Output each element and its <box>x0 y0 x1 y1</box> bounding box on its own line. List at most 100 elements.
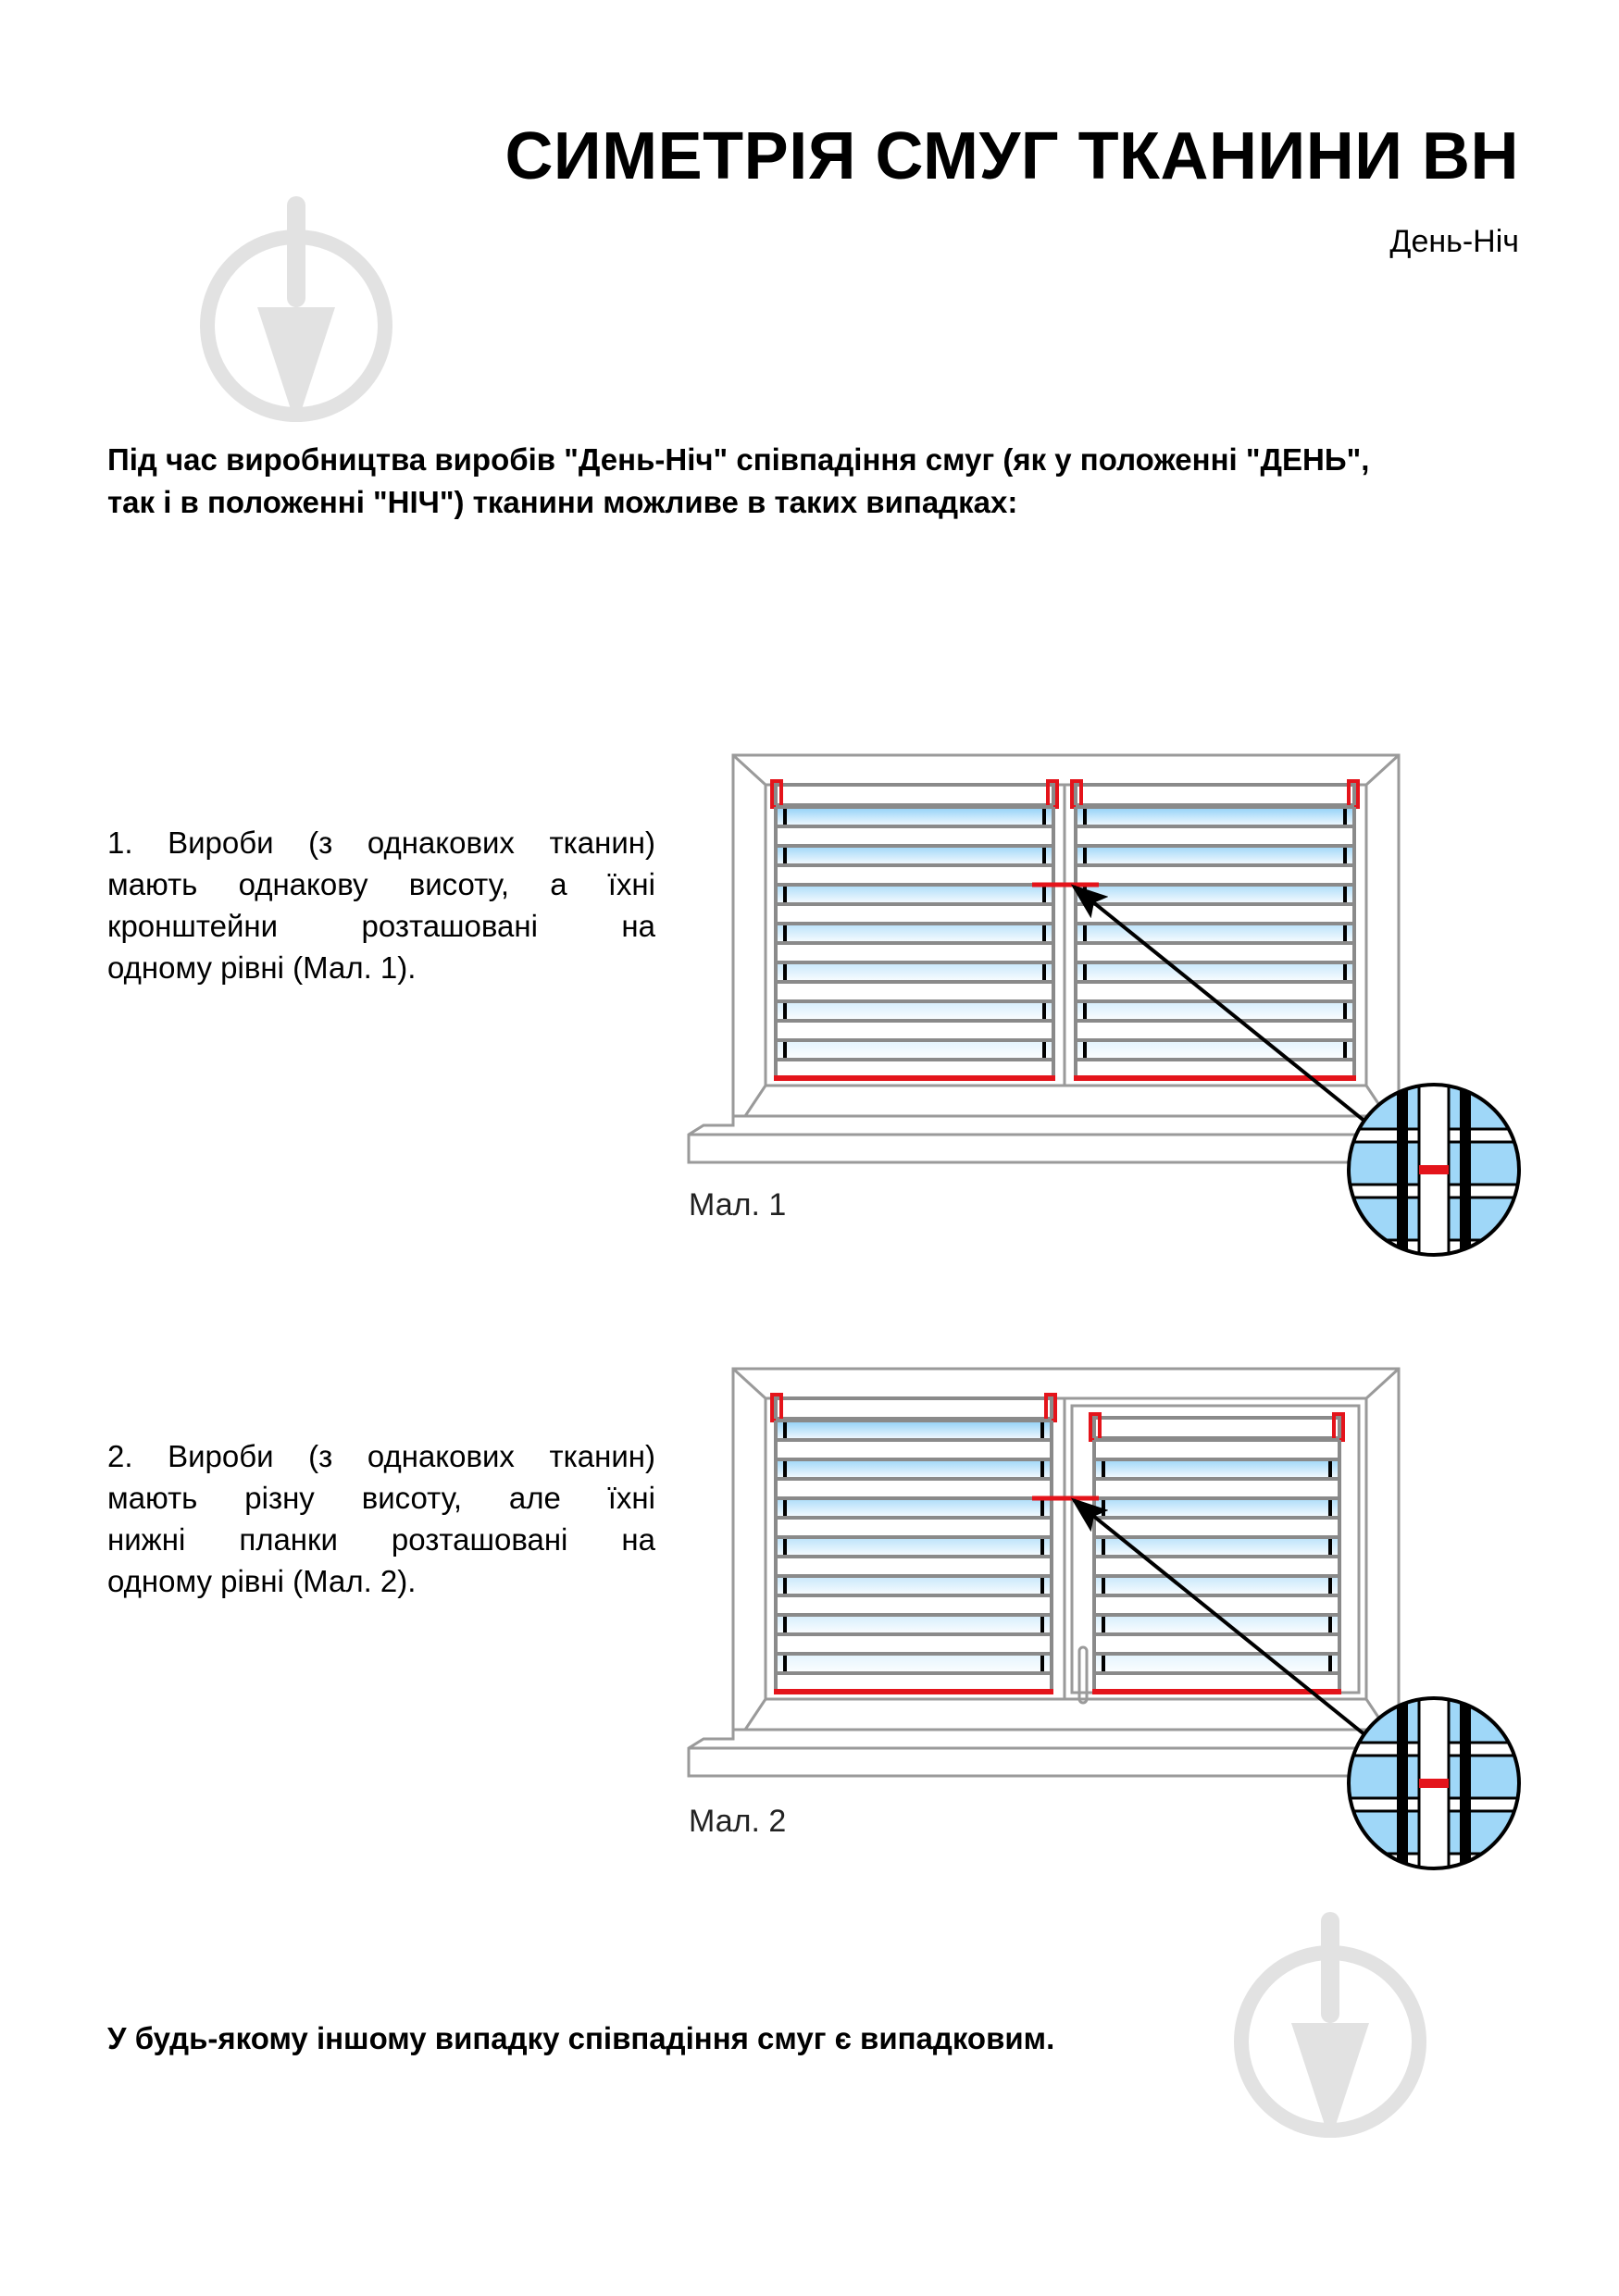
sheer-band <box>1076 1040 1354 1060</box>
blind-cassette <box>1092 1416 1341 1440</box>
magnifier-ring <box>1347 1083 1521 1257</box>
sheer-band <box>1094 1498 1339 1518</box>
case-1-text: 1. Вироби (з однакових тканин) мають одн… <box>107 822 655 988</box>
opaque-band <box>776 1440 1052 1459</box>
window-figure-2 <box>687 1367 1521 1870</box>
sheer-band <box>1076 846 1354 865</box>
opaque-band <box>1094 1634 1339 1654</box>
roller-blind <box>770 779 1059 1081</box>
case-1-line: мають однакову висоту, а їхні <box>107 867 655 901</box>
window-sill <box>687 1730 1381 1778</box>
figure-1-caption: Мал. 1 <box>689 1187 787 1222</box>
opaque-band <box>776 1060 1053 1079</box>
page-title: СИМЕТРІЯ СМУГ ТКАНИНИ ВН <box>504 119 1519 193</box>
sheer-band <box>776 1537 1052 1557</box>
sheer-band <box>1094 1654 1339 1673</box>
case-1-line: одному рівні (Мал. 1). <box>107 950 417 985</box>
magnified-edge <box>1397 1698 1408 1868</box>
case-2-line: мають різну висоту, але їхні <box>107 1481 655 1515</box>
opaque-band <box>776 1518 1052 1537</box>
sheer-band <box>776 1498 1052 1518</box>
opaque-band <box>1076 1021 1354 1040</box>
magnified-edge <box>1460 1085 1471 1255</box>
sheer-band <box>776 1040 1053 1060</box>
bevel <box>743 1085 767 1117</box>
opaque-band <box>1094 1557 1339 1576</box>
opaque-band <box>1094 1673 1339 1693</box>
sheer-band <box>776 924 1053 943</box>
opaque-band <box>776 865 1053 885</box>
case-2-text: 2. Вироби (з однакових тканин) мають різ… <box>107 1435 655 1602</box>
opaque-band <box>776 1557 1052 1576</box>
opaque-band <box>776 826 1053 846</box>
case-1-line: кронштейни розташовані на <box>107 909 655 943</box>
sheer-band <box>1094 1537 1339 1557</box>
opaque-band <box>776 904 1053 924</box>
opaque-band <box>1076 943 1354 962</box>
sheer-band <box>1076 924 1354 943</box>
sheer-band <box>1076 807 1354 826</box>
sheer-band <box>776 1001 1053 1021</box>
window-figure-1 <box>687 753 1521 1257</box>
sheer-band <box>1094 1615 1339 1634</box>
window-sill <box>687 1116 1381 1164</box>
opaque-band <box>776 1634 1052 1654</box>
blind-cassette <box>774 783 1055 807</box>
magnifier-detail-icon <box>1349 1031 1519 1255</box>
magnified-sheer-band <box>1349 1867 1519 1868</box>
sheer-band <box>776 846 1053 865</box>
bevel <box>731 753 767 787</box>
watermark-handle <box>1321 1912 1339 2023</box>
blind-cassette <box>774 1396 1053 1421</box>
opaque-band <box>1076 865 1354 885</box>
opaque-band <box>776 1021 1053 1040</box>
case-2-line: одному рівні (Мал. 2). <box>107 1564 417 1598</box>
arrow-icon <box>1070 1497 1367 1737</box>
intro-line-1: Під час виробництва виробів "День-Ніч" с… <box>107 442 1370 477</box>
opaque-band <box>1076 1060 1354 1079</box>
case-1-line: 1. Вироби (з однакових тканин) <box>107 825 655 860</box>
magnified-alignment-mark <box>1419 1779 1449 1788</box>
magnified-edge <box>1397 1085 1408 1255</box>
bevel <box>743 1698 767 1731</box>
case-2-line: 2. Вироби (з однакових тканин) <box>107 1439 655 1473</box>
bevel <box>1364 1367 1401 1400</box>
window-frame <box>731 1367 1401 1731</box>
magnified-sheer-band <box>1349 1644 1519 1687</box>
window-handle <box>1077 1645 1089 1705</box>
opaque-band <box>1076 904 1354 924</box>
opaque-band <box>1094 1440 1339 1459</box>
sheer-band <box>776 1421 1052 1440</box>
trowel-watermark-icon <box>200 196 392 422</box>
opaque-band <box>1076 826 1354 846</box>
sheer-band <box>1076 885 1354 904</box>
opaque-band <box>1094 1479 1339 1498</box>
sheer-band <box>776 1615 1052 1634</box>
sheer-band <box>1094 1576 1339 1595</box>
magnifier-ring <box>1347 1696 1521 1870</box>
blind-cassette <box>1074 783 1356 807</box>
sheer-band <box>776 807 1053 826</box>
bevel <box>731 1367 767 1400</box>
sheer-band <box>1094 1459 1339 1479</box>
opaque-band <box>1094 1518 1339 1537</box>
magnified-edge <box>1460 1698 1471 1868</box>
sheer-band <box>776 962 1053 982</box>
sheer-band <box>1076 1001 1354 1021</box>
roller-blind <box>770 1393 1057 1694</box>
magnified-alignment-mark <box>1419 1165 1449 1174</box>
watermark-blade <box>257 307 335 409</box>
sheer-band <box>776 1459 1052 1479</box>
closing-note: У будь-якому іншому випадку співпадіння … <box>107 2021 1055 2055</box>
roller-blind <box>1070 779 1360 1081</box>
arrow-icon <box>1070 884 1367 1123</box>
magnified-sheer-band <box>1349 1253 1519 1255</box>
opaque-band <box>776 1479 1052 1498</box>
watermark-handle <box>287 196 305 307</box>
page-subtitle: День-Ніч <box>1389 224 1519 259</box>
magnified-sheer-band <box>1349 1031 1519 1074</box>
opaque-band <box>1094 1595 1339 1615</box>
roller-blind <box>1089 1412 1345 1694</box>
opaque-band <box>776 982 1053 1001</box>
